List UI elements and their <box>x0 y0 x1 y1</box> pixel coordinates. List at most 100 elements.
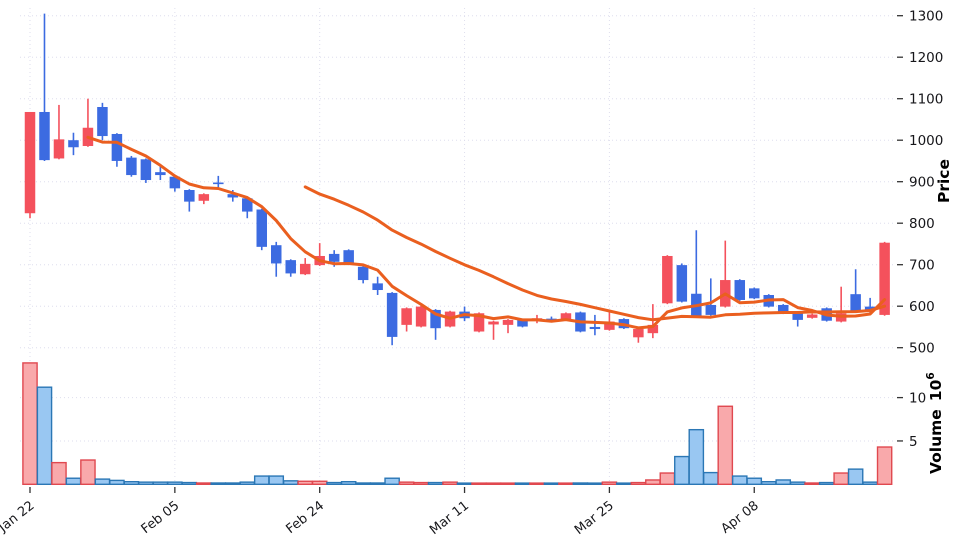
volume-bar <box>51 461 67 485</box>
candle-body <box>386 292 398 337</box>
volume-bar <box>514 482 531 486</box>
price-axis-title: Price <box>935 159 953 203</box>
volume-bar <box>731 475 748 486</box>
date-tick-label: Mar 11 <box>427 498 472 538</box>
candle-body <box>213 182 224 185</box>
volume-bar <box>500 482 516 486</box>
candle-body <box>372 283 383 291</box>
volume-bar <box>311 480 328 486</box>
volume-bar <box>181 481 198 486</box>
volume-bar <box>109 479 125 485</box>
candle-body <box>777 304 789 314</box>
volume-bar <box>22 362 38 486</box>
date-tick-label: Jan 22 <box>0 498 37 536</box>
volume-axis-unit-exponent: 6 <box>925 372 937 379</box>
volume-axis-title-word: Volume <box>927 409 945 474</box>
candle-body <box>473 313 485 332</box>
candle-body <box>604 321 615 330</box>
candle-body <box>792 312 803 320</box>
candle-body <box>242 198 253 212</box>
candle-body <box>126 157 137 176</box>
candle-body <box>140 159 152 181</box>
volume-bar <box>717 405 734 485</box>
candle-body <box>879 242 890 315</box>
price-tick-label: 1200 <box>909 50 943 66</box>
candle-body <box>39 111 50 161</box>
candle-body <box>705 304 717 315</box>
volume-bar <box>760 480 777 486</box>
volume-bar <box>818 481 835 486</box>
candle-body <box>169 176 181 189</box>
price-tick-label: 700 <box>909 258 935 274</box>
ma5-line <box>86 135 887 330</box>
candle-body <box>415 306 427 327</box>
moving-average-lines <box>86 135 887 330</box>
candle-body <box>430 309 441 329</box>
volume-bar <box>123 480 140 486</box>
candle-body <box>24 111 36 214</box>
volume-bar <box>847 468 864 486</box>
volume-bar <box>471 482 487 486</box>
candle-body <box>676 265 688 302</box>
candle-body <box>184 190 195 202</box>
ma20-line <box>303 185 887 322</box>
candle-body <box>589 326 601 330</box>
volume-bars <box>22 362 893 486</box>
volume-bar <box>645 479 661 485</box>
volume-bar <box>833 472 849 485</box>
candle-body <box>560 313 572 320</box>
candle-body <box>734 280 746 300</box>
candle-body <box>270 245 282 264</box>
volume-bar <box>702 471 719 485</box>
candle-body <box>806 314 818 318</box>
volume-tick-label: 10 <box>909 390 926 406</box>
candle-body <box>401 308 412 325</box>
volume-bar <box>674 455 690 485</box>
volume-bar <box>282 480 299 486</box>
price-tick-label: 900 <box>909 175 935 191</box>
price-tick-label: 800 <box>909 216 935 232</box>
candle-body <box>850 294 861 312</box>
volume-bar <box>558 482 574 486</box>
volume-bar <box>224 482 241 486</box>
volume-bar <box>804 482 820 486</box>
candle-body <box>488 321 499 325</box>
volume-bar <box>529 482 545 486</box>
price-tick-label: 600 <box>909 299 935 315</box>
volume-bar <box>196 482 212 486</box>
volume-bar <box>587 482 603 486</box>
volume-bar <box>616 482 632 486</box>
volume-bar <box>630 481 647 486</box>
candle-body <box>198 194 210 201</box>
volume-bar <box>876 446 893 486</box>
price-tick-label: 500 <box>909 341 935 357</box>
volume-bar <box>253 475 270 486</box>
candle-body <box>546 318 557 321</box>
volume-bar <box>398 481 415 486</box>
volume-axis-unit-base: 10 <box>927 379 945 401</box>
candle-body <box>97 107 108 137</box>
candle-body <box>749 288 760 299</box>
candle-body <box>285 260 296 274</box>
volume-bar <box>746 477 763 485</box>
candle-body <box>328 253 340 262</box>
price-tick-label: 1300 <box>909 9 943 25</box>
volume-bar <box>167 481 183 486</box>
volume-bar <box>210 482 227 486</box>
volume-bar <box>94 478 111 485</box>
volume-bar <box>239 481 256 486</box>
candles <box>24 13 890 346</box>
axis-ticks-and-labels: 500 600 700 800 900 1000 1100 1200 1300 5 10 Jan 22… <box>0 9 943 538</box>
volume-bar <box>442 481 458 486</box>
gridlines <box>20 8 896 485</box>
candle-body <box>227 194 239 198</box>
volume-bar <box>659 472 676 485</box>
volume-tick-label: 5 <box>909 434 918 450</box>
volume-bar <box>862 481 878 486</box>
volume-bar <box>152 481 169 486</box>
date-tick-label: Mar 25 <box>572 498 617 538</box>
date-tick-label: Feb 24 <box>283 498 327 537</box>
candle-body <box>662 255 673 304</box>
